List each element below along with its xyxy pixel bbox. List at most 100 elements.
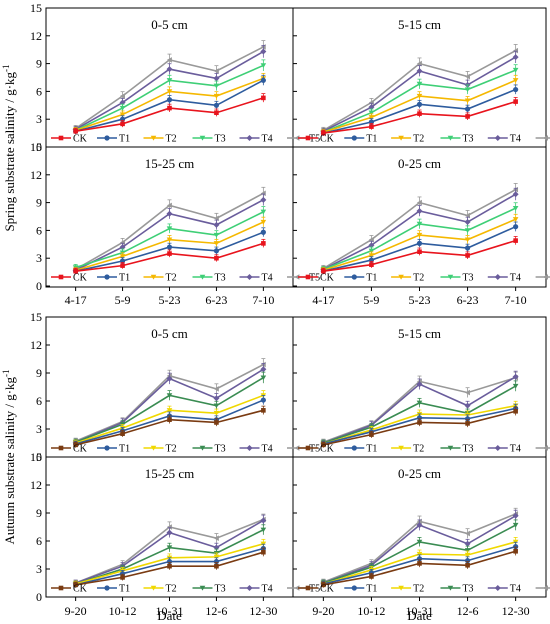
- data-point-T3: [260, 527, 267, 533]
- legend-item-T5: T5: [287, 273, 320, 284]
- data-point-T2: [213, 554, 220, 560]
- x-tick-label: 10-31: [156, 604, 184, 618]
- legend-marker-T4: [494, 274, 501, 280]
- panel-title: 15-25 cm: [145, 156, 194, 171]
- legend-marker-T4: [246, 585, 253, 591]
- y-axis-label: Autumn substrate salinity / g·kg-1: [1, 369, 17, 544]
- y-axis-label-superscript: -1: [1, 369, 11, 377]
- data-point-T2: [166, 237, 173, 243]
- legend-label: T2: [413, 584, 424, 595]
- legend-marker-T1: [104, 585, 110, 591]
- data-point-CK: [369, 574, 374, 579]
- data-point-T1: [416, 101, 423, 107]
- legend-item-T3: T3: [192, 273, 226, 284]
- legend-marker-T1: [104, 445, 110, 451]
- legend-item-T2: T2: [143, 134, 177, 145]
- data-point-CK: [214, 255, 219, 261]
- legend-marker-T2: [398, 135, 404, 141]
- legend-label: T4: [510, 584, 521, 595]
- data-point-CK: [73, 128, 78, 134]
- legend-label: T5: [309, 584, 320, 595]
- data-point-T3: [512, 205, 519, 211]
- data-point-T1: [119, 571, 126, 577]
- legend-label: CK: [73, 134, 88, 145]
- data-point-T1: [166, 97, 173, 103]
- chart-panel-15-25-cm: 15-25 cm CK T1 T2 T3 T4 T5: [51, 466, 320, 595]
- data-point-CK: [261, 549, 266, 555]
- legend-item-T4: T4: [487, 584, 521, 595]
- data-point-T2: [416, 93, 423, 99]
- legend-label: T4: [510, 134, 521, 145]
- legend-marker-T2: [398, 585, 404, 591]
- data-point-T3: [512, 383, 519, 389]
- legend-marker-T2: [150, 135, 157, 141]
- data-point-T3: [166, 226, 173, 232]
- legend-item-CK: CK: [51, 584, 88, 595]
- data-point-CK: [120, 575, 125, 580]
- legend-label: T5: [309, 134, 320, 145]
- data-point-T2: [166, 408, 173, 413]
- legend-label: T1: [119, 134, 130, 145]
- legend-item-CK: CK: [298, 444, 335, 455]
- legend-item-T2: T2: [391, 134, 424, 145]
- data-point-T4: [213, 395, 220, 402]
- legend-item-T1: T1: [344, 273, 377, 284]
- data-point-T2: [213, 93, 220, 99]
- legend-item-T1: T1: [344, 584, 377, 595]
- chart-panel-0-25-cm: 0-25 cm CK T1 T2 T3 T4 T5: [298, 156, 550, 284]
- legend-label: T3: [462, 273, 473, 284]
- legend-item-T2: T2: [391, 273, 424, 284]
- data-point-T2: [416, 551, 423, 557]
- data-point-T5: [166, 524, 172, 530]
- y-tick-label: 12: [30, 338, 42, 352]
- data-point-T3: [512, 522, 519, 528]
- legend-marker-T5: [543, 274, 549, 280]
- y-tick-label: 9: [36, 506, 42, 520]
- panel-title: 0-5 cm: [151, 326, 187, 341]
- y-tick-label: 6: [36, 394, 42, 408]
- chart-panel-5-15-cm: 5-15 cm CK T1 T2 T3 T4 T5: [298, 326, 550, 455]
- data-point-T4: [512, 54, 519, 61]
- legend-marker-T1: [351, 445, 357, 451]
- data-point-T3: [260, 63, 267, 69]
- legend-item-T5: T5: [287, 444, 320, 455]
- legend-item-T3: T3: [192, 134, 226, 145]
- legend-label: T3: [215, 444, 226, 455]
- panel-title: 0-25 cm: [398, 466, 441, 481]
- data-point-T1: [416, 240, 423, 246]
- data-point-CK: [261, 241, 266, 246]
- x-tick-label: 7-10: [252, 293, 274, 307]
- legend-marker-T4: [494, 135, 501, 141]
- legend-label: T1: [366, 134, 377, 145]
- legend-item-T1: T1: [97, 134, 130, 145]
- data-point-T3: [213, 232, 220, 238]
- y-tick-label: 15: [30, 140, 42, 154]
- data-point-T2: [213, 241, 220, 246]
- data-point-T4: [260, 196, 267, 203]
- y-tick-label: 12: [30, 168, 42, 182]
- x-tick-label: 4-17: [312, 293, 334, 307]
- legend-label: CK: [73, 444, 88, 455]
- legend-item-CK: CK: [298, 273, 335, 284]
- data-point-T2: [119, 112, 126, 118]
- data-point-T4: [260, 366, 267, 373]
- legend-label: T2: [166, 273, 177, 284]
- legend-marker-T2: [398, 274, 404, 280]
- legend-marker-T3: [199, 445, 206, 451]
- x-tick-label: 5-9: [363, 293, 379, 307]
- legend-item-CK: CK: [298, 134, 335, 145]
- data-point-T3: [260, 209, 267, 215]
- data-point-CK: [369, 124, 374, 129]
- data-point-CK: [214, 420, 219, 425]
- legend-marker-T3: [199, 135, 206, 141]
- legend-item-T2: T2: [391, 584, 424, 595]
- data-point-CK: [321, 442, 326, 448]
- x-tick-label: 12-6: [205, 604, 227, 618]
- legend-marker-T4: [246, 135, 253, 141]
- data-point-T5: [213, 386, 219, 392]
- legend-item-T5: T5: [287, 584, 320, 595]
- legend-item-T3: T3: [192, 584, 226, 595]
- data-point-T2: [464, 237, 471, 243]
- data-point-T1: [260, 77, 266, 83]
